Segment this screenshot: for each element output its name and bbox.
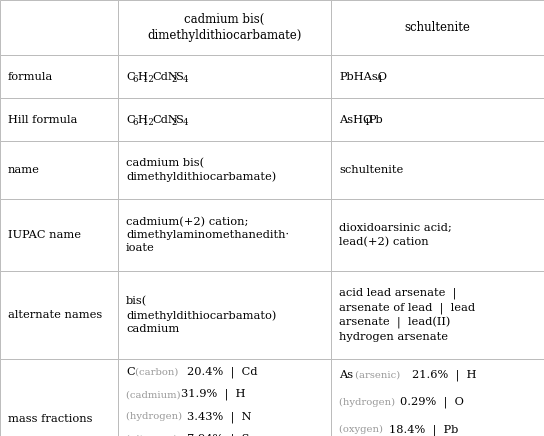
Text: (arsenic): (arsenic)	[351, 371, 403, 380]
Bar	[0, 141, 118, 199]
Text: 0.29%  |  O: 0.29% | O	[400, 397, 463, 409]
Text: bis(
dimethyldithiocarbamato)
cadmium: bis( dimethyldithiocarbamato) cadmium	[126, 296, 276, 334]
Text: (carbon): (carbon)	[132, 368, 182, 377]
Bar	[0, 359, 118, 436]
Text: cadmium(+2) cation;
dimethylaminomethanedith·
ioate: cadmium(+2) cation; dimethylaminomethane…	[126, 217, 289, 253]
Bar	[0, 199, 118, 271]
Text: cadmium bis(
dimethyldithiocarbamate): cadmium bis( dimethyldithiocarbamate)	[126, 158, 276, 182]
Text: CdN: CdN	[153, 72, 178, 82]
Text: schultenite: schultenite	[339, 165, 403, 175]
Text: mass fractions: mass fractions	[8, 414, 92, 424]
Text: (nitrogen): (nitrogen)	[126, 434, 181, 436]
Text: CdN: CdN	[153, 115, 178, 125]
Bar	[331, 98, 544, 141]
Text: H: H	[137, 115, 147, 125]
Text: C: C	[126, 72, 134, 82]
Text: formula: formula	[8, 72, 53, 82]
Text: alternate names: alternate names	[8, 310, 102, 320]
Text: PbHAsO: PbHAsO	[339, 72, 387, 82]
Text: C: C	[126, 368, 134, 377]
Bar	[331, 199, 544, 271]
Text: Hill formula: Hill formula	[8, 115, 77, 125]
Text: 4: 4	[364, 117, 369, 126]
Text: Pb: Pb	[369, 115, 384, 125]
Bar	[0, 55, 118, 98]
Text: (oxygen): (oxygen)	[339, 426, 386, 434]
Text: acid lead arsenate  |
arsenate of lead  |  lead
arsenate  |  lead(II)
hydrogen a: acid lead arsenate | arsenate of lead | …	[339, 288, 475, 342]
Bar	[331, 141, 544, 199]
Text: (cadmium): (cadmium)	[126, 390, 184, 399]
Text: S: S	[176, 115, 184, 125]
Text: S: S	[176, 72, 184, 82]
Bar	[118, 141, 331, 199]
Text: (hydrogen): (hydrogen)	[339, 398, 398, 407]
Text: 6: 6	[132, 75, 138, 84]
Text: 4: 4	[376, 75, 382, 84]
Text: schultenite: schultenite	[405, 21, 471, 34]
Text: dioxidoarsinic acid;
lead(+2) cation: dioxidoarsinic acid; lead(+2) cation	[339, 223, 452, 247]
Bar	[118, 271, 331, 359]
Bar	[118, 199, 331, 271]
Text: (hydrogen): (hydrogen)	[126, 412, 186, 421]
Text: 4: 4	[182, 117, 188, 126]
Text: 4: 4	[182, 75, 188, 84]
Text: 18.4%  |  Pb: 18.4% | Pb	[388, 424, 458, 436]
Bar	[331, 55, 544, 98]
Text: 2: 2	[171, 75, 177, 84]
Bar	[118, 0, 331, 55]
Text: 3.43%  |  N: 3.43% | N	[187, 411, 251, 422]
Text: C: C	[126, 115, 134, 125]
Bar	[331, 359, 544, 436]
Bar	[0, 0, 118, 55]
Text: 20.4%  |  Cd: 20.4% | Cd	[187, 367, 258, 378]
Bar	[331, 0, 544, 55]
Text: 31.9%  |  H: 31.9% | H	[181, 389, 246, 400]
Text: 6: 6	[132, 117, 138, 126]
Text: 12: 12	[143, 75, 154, 84]
Bar	[0, 271, 118, 359]
Bar	[118, 98, 331, 141]
Text: H: H	[137, 72, 147, 82]
Text: 2: 2	[171, 117, 177, 126]
Bar	[331, 271, 544, 359]
Text: As: As	[339, 370, 353, 380]
Text: 7.94%  |  S: 7.94% | S	[187, 433, 249, 436]
Text: 21.6%  |  H: 21.6% | H	[412, 370, 477, 381]
Bar	[0, 98, 118, 141]
Text: AsHO: AsHO	[339, 115, 372, 125]
Text: name: name	[8, 165, 40, 175]
Text: cadmium bis(
dimethyldithiocarbamate): cadmium bis( dimethyldithiocarbamate)	[147, 13, 302, 42]
Text: IUPAC name: IUPAC name	[8, 230, 81, 240]
Bar	[118, 55, 331, 98]
Bar	[118, 359, 331, 436]
Text: 12: 12	[143, 117, 154, 126]
